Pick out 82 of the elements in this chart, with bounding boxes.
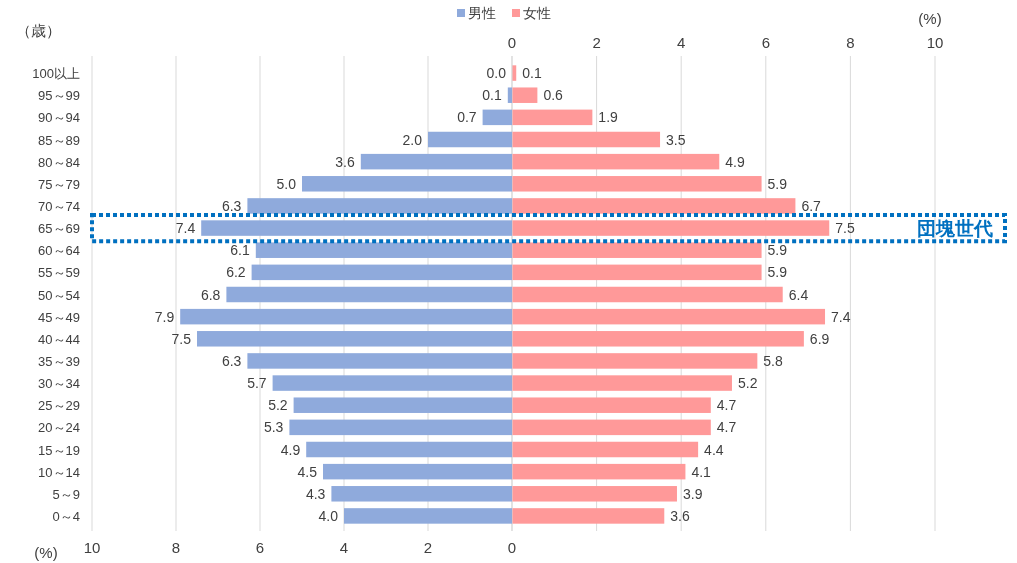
data-label: 5.9 [767, 264, 788, 281]
data-label: 5.8 [763, 352, 784, 369]
x2-tick-label: 10 [926, 34, 944, 51]
data-label: 4.3 [305, 485, 326, 502]
y-tick-label: 95～99 [38, 88, 80, 104]
x2-axis-title: (%) [918, 10, 942, 27]
x-tick-label: 2 [423, 539, 433, 556]
y-tick-label: 20～24 [38, 420, 80, 436]
data-label: 0.7 [457, 109, 477, 126]
data-label: 4.7 [716, 397, 737, 414]
y-tick-label: 35～39 [38, 353, 80, 369]
y-tick-label: 0～4 [52, 508, 80, 524]
data-label: 4.5 [297, 463, 318, 480]
data-label: 5.0 [276, 175, 297, 192]
data-label: 3.6 [670, 507, 690, 524]
data-label: 0.1 [522, 65, 542, 82]
y-axis-title: （歳） [15, 22, 61, 39]
x-tick-label: 8 [171, 539, 181, 556]
data-label: 5.9 [767, 175, 788, 192]
data-label: 0.0 [486, 65, 507, 82]
x2-tick-label: 4 [677, 34, 686, 51]
y-tick-label: 65～69 [38, 221, 80, 237]
bar [507, 87, 512, 103]
data-label: 5.2 [737, 375, 758, 392]
data-label: 3.9 [682, 485, 703, 502]
data-label: 5.3 [263, 419, 284, 436]
y-tick-label: 75～79 [38, 176, 80, 192]
x-tick-label: 0 [507, 539, 517, 556]
x-tick-label: 4 [339, 539, 349, 556]
data-label: 0.6 [543, 87, 564, 104]
data-label: 7.4 [175, 220, 196, 237]
x-tick-label: 6 [255, 539, 265, 556]
y-tick-label: 50～54 [38, 287, 80, 303]
legend-label: 男性 [468, 5, 496, 21]
y-tick-label: 10～14 [38, 464, 80, 480]
data-label: 3.6 [335, 153, 356, 170]
y-tick-label: 70～74 [38, 198, 80, 214]
legend-label: 女性 [523, 5, 551, 21]
y-tick-label: 85～89 [38, 132, 80, 148]
data-label: 2.0 [402, 131, 423, 148]
x2-tick-label: 8 [846, 34, 855, 51]
data-label: 4.4 [704, 441, 724, 458]
y-tick-label: 40～44 [38, 331, 80, 347]
data-label: 7.5 [171, 330, 192, 347]
x2-tick-label: 0 [507, 34, 517, 51]
data-label: 6.8 [200, 286, 221, 303]
y-tick-label: 30～34 [38, 376, 80, 392]
y-tick-label: 45～49 [38, 309, 80, 325]
y-tick-label: 100以上 [32, 66, 80, 82]
data-label: 5.7 [247, 375, 267, 392]
data-label: 4.9 [280, 441, 301, 458]
x2-tick-label: 6 [761, 34, 770, 51]
data-label: 6.3 [221, 197, 242, 214]
data-label: 4.1 [691, 463, 712, 480]
data-label: 4.9 [725, 153, 745, 170]
data-label: 6.3 [221, 352, 242, 369]
data-label: 1.9 [598, 109, 619, 126]
data-label: 6.7 [801, 197, 822, 214]
y-tick-label: 5～9 [52, 486, 80, 502]
data-label: 6.4 [788, 286, 809, 303]
data-label: 3.5 [666, 131, 686, 148]
y-tick-label: 25～29 [38, 398, 80, 414]
x-tick-label: 10 [83, 539, 101, 556]
text: 団塊世代 [917, 218, 993, 240]
data-label: 7.4 [831, 308, 851, 325]
x2-tick-label: 2 [592, 34, 601, 51]
data-label: 4.7 [716, 419, 737, 436]
data-label: 5.9 [767, 242, 788, 259]
y-tick-label: 15～19 [38, 442, 80, 458]
y-tick-label: 80～84 [38, 154, 80, 170]
data-label: 7.5 [835, 220, 855, 237]
y-tick-label: 55～59 [38, 265, 80, 281]
y-tick-label: 90～94 [38, 110, 80, 126]
data-label: 0.1 [482, 87, 503, 104]
data-label: 6.2 [226, 264, 246, 281]
x-axis-title: (%) [34, 544, 58, 561]
data-label: 7.9 [154, 308, 175, 325]
data-label: 4.0 [318, 507, 339, 524]
data-label: 6.9 [809, 330, 830, 347]
y-tick-label: 60～64 [38, 243, 80, 259]
data-label: 5.2 [268, 397, 288, 414]
data-label: 6.1 [230, 242, 251, 259]
